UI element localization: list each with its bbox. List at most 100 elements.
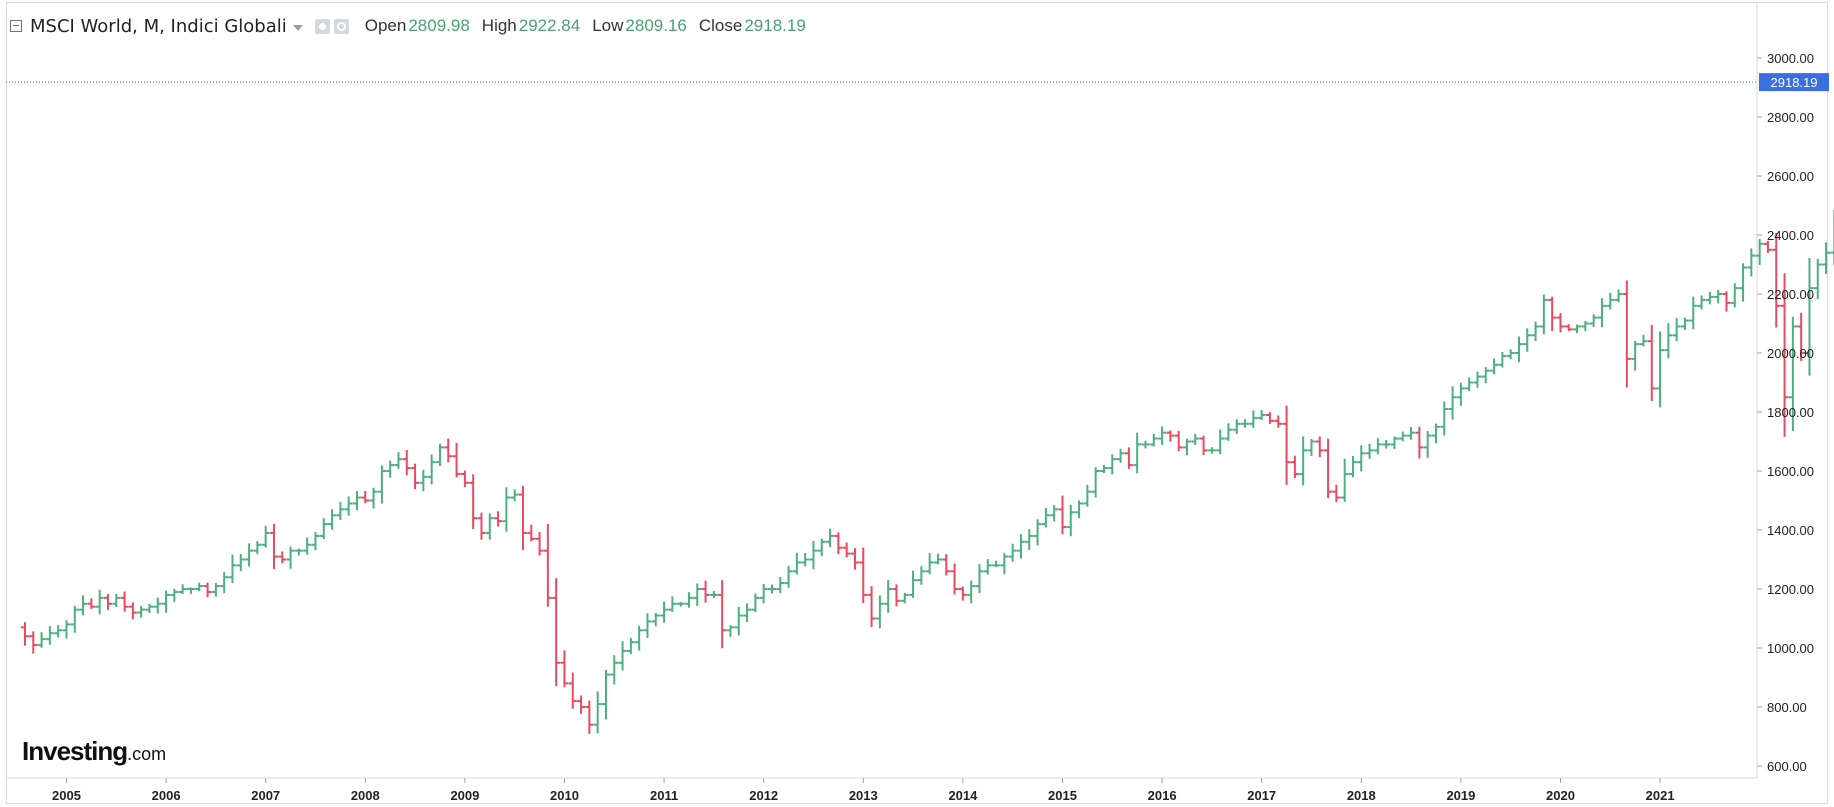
eye-icon[interactable] <box>314 18 330 34</box>
ohlc-bar <box>1739 263 1748 302</box>
ohlc-bar <box>950 563 959 595</box>
ohlc-bar <box>593 691 602 734</box>
ohlc-bar <box>1058 495 1067 535</box>
ohlc-bar <box>1274 415 1283 428</box>
ohlc-bar <box>1099 464 1108 473</box>
ohlc-bar <box>1158 426 1167 445</box>
ohlc-bar <box>62 620 71 639</box>
ohlc-bar <box>1182 438 1191 456</box>
y-tick-label: 600.00 <box>1767 759 1807 774</box>
ohlc-bar <box>759 583 768 604</box>
ohlc-bar <box>1116 448 1125 463</box>
ohlc-bar <box>319 518 328 540</box>
ohlc-bar <box>394 452 403 469</box>
y-tick-label: 2400.00 <box>1767 228 1814 243</box>
ohlc-bar <box>1332 484 1341 503</box>
close-value: 2918.19 <box>744 16 806 35</box>
ohlc-bar <box>535 531 544 556</box>
ohlc-bar <box>1523 328 1532 352</box>
ohlc-bar <box>626 637 635 655</box>
ohlc-bar <box>1216 429 1225 455</box>
ohlc-bar <box>444 438 453 463</box>
ohlc-bar <box>643 613 652 638</box>
ohlc-bar <box>1199 435 1208 455</box>
ohlc-bar <box>660 601 669 623</box>
ohlc-bar <box>809 541 818 570</box>
ohlc-bar <box>1166 430 1175 442</box>
ohlc-bar <box>54 625 63 638</box>
ohlc-bar <box>435 443 444 467</box>
y-tick-label: 1200.00 <box>1767 582 1814 597</box>
y-tick-label: 2000.00 <box>1767 346 1814 361</box>
ohlc-bar <box>1207 447 1216 454</box>
ohlc-bar <box>1324 438 1333 499</box>
ohlc-bar <box>1581 320 1590 332</box>
high-value: 2922.84 <box>518 16 581 35</box>
ohlc-bar <box>884 580 893 613</box>
x-tick-label: 2019 <box>1446 788 1475 803</box>
symbol-title[interactable]: MSCI World, M, Indici Globali <box>30 15 287 37</box>
ohlc-bar <box>29 631 38 654</box>
ohlc-bar <box>1257 410 1266 421</box>
y-tick-label: 1000.00 <box>1767 641 1814 656</box>
ohlc-bar <box>1191 433 1200 446</box>
x-axis: 2005 2006 2007 2008 2009 2010 2011 2012 2013 2014… <box>52 778 1675 803</box>
ohlc-bar <box>137 605 146 618</box>
ohlc-bar <box>1647 324 1656 401</box>
ohlc-bar <box>925 553 934 575</box>
y-tick-label: 1800.00 <box>1767 405 1814 420</box>
ohlc-bar <box>933 553 942 565</box>
ohlc-bar <box>419 469 428 492</box>
ohlc-bar <box>386 460 395 478</box>
ohlc-bar <box>1763 240 1772 253</box>
ohlc-bar <box>1407 427 1416 440</box>
close-label: Close <box>698 16 743 35</box>
ohlc-bar <box>112 593 121 607</box>
ohlc-bar <box>1481 367 1490 384</box>
ohlc-bar <box>784 565 793 588</box>
ohlc-bar <box>684 592 693 608</box>
ohlc-bar <box>734 606 743 636</box>
ohlc-bar <box>651 613 660 627</box>
ohlc-bar <box>1149 433 1158 447</box>
ohlc-bar <box>601 669 610 720</box>
ohlc-bar <box>336 501 345 521</box>
ohlc-bar <box>1597 298 1606 328</box>
ohlc-bar <box>1564 324 1573 332</box>
ohlc-bar <box>900 592 909 604</box>
x-tick-label: 2017 <box>1247 788 1276 803</box>
ohlc-bar <box>211 582 220 597</box>
ohlc-bar <box>577 695 586 714</box>
ohlc-bar <box>195 582 204 592</box>
ohlc-bar <box>79 595 88 616</box>
gear-icon[interactable] <box>333 18 349 34</box>
ohlc-bar <box>1755 239 1764 265</box>
ohlc-bar <box>1357 445 1366 472</box>
ohlc-bar <box>510 489 519 502</box>
chevron-down-icon[interactable] <box>292 25 303 31</box>
collapse-icon[interactable] <box>10 20 22 32</box>
ohlc-bar <box>352 490 361 511</box>
ohlc-bar <box>1697 295 1706 310</box>
ohlc-bar <box>543 523 552 607</box>
ohlc-bar <box>792 552 801 575</box>
ohlc-bar <box>875 595 884 629</box>
x-tick-label: 2014 <box>948 788 978 803</box>
ohlc-bar <box>776 577 785 594</box>
ohlc-bar <box>1382 440 1391 449</box>
ohlc-bar <box>203 582 212 598</box>
ohlc-bar <box>560 650 569 688</box>
investing-logo[interactable]: Investing.com <box>22 736 166 767</box>
ohlc-bar <box>1747 248 1756 277</box>
x-tick-label: 2020 <box>1546 788 1575 803</box>
x-tick-label: 2009 <box>450 788 479 803</box>
y-tick-label: 1600.00 <box>1767 464 1814 479</box>
ohlc-bar <box>1830 209 1834 266</box>
ohlc-bar <box>253 541 262 555</box>
ohlc-bar <box>1041 507 1050 528</box>
ohlc-bar <box>1506 349 1515 360</box>
ohlc-bar <box>1340 458 1349 502</box>
ohlc-bar <box>743 603 752 623</box>
x-tick-label: 2016 <box>1148 788 1177 803</box>
